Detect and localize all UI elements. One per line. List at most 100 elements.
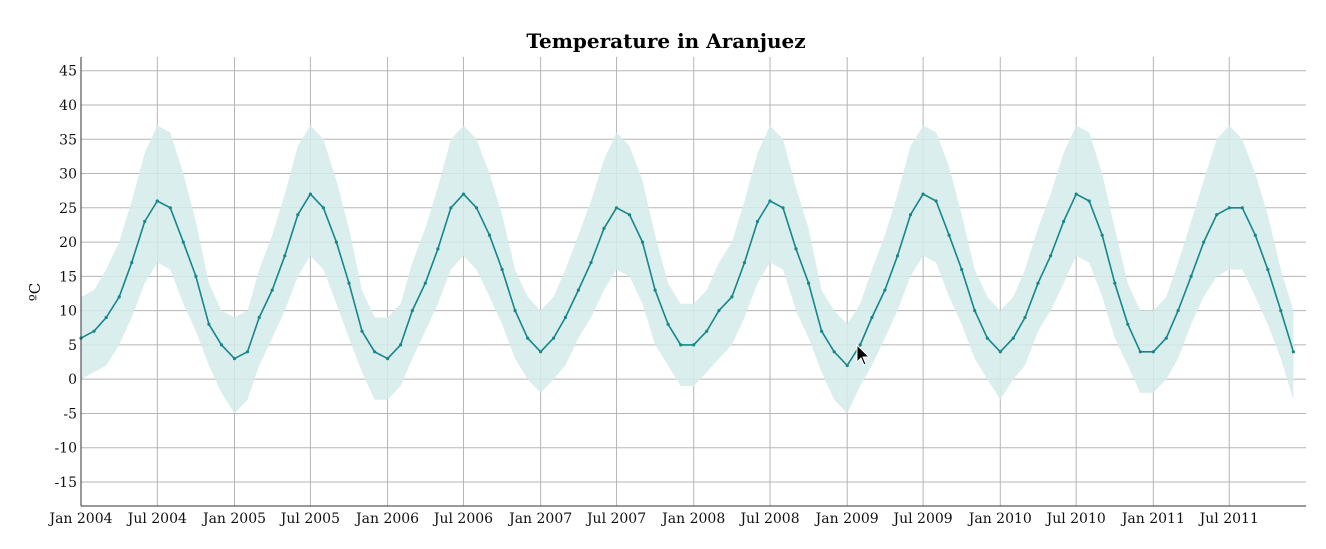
x-tick-label: Jul 2004 bbox=[126, 511, 187, 527]
mean-temperature-point bbox=[487, 233, 492, 237]
mean-temperature-point bbox=[895, 254, 900, 258]
mean-temperature-point bbox=[1202, 240, 1206, 244]
mean-temperature-point bbox=[1291, 350, 1295, 354]
mean-temperature-point bbox=[1176, 309, 1180, 313]
y-tick-label: 25 bbox=[59, 201, 77, 217]
mouse-cursor-icon bbox=[856, 343, 871, 366]
y-tick-label: -10 bbox=[54, 441, 77, 457]
mean-temperature-point bbox=[807, 281, 811, 285]
mean-temperature-point bbox=[168, 206, 172, 210]
x-tick-label: Jan 2005 bbox=[201, 511, 266, 527]
x-tick-label: Jan 2009 bbox=[814, 511, 879, 527]
x-tick-label: Jul 2007 bbox=[585, 511, 646, 527]
mean-temperature-point bbox=[768, 199, 772, 203]
mean-temperature-point bbox=[921, 192, 925, 196]
mean-temperature-point bbox=[1062, 219, 1066, 224]
mean-temperature-point bbox=[1151, 350, 1155, 354]
x-tick-label: Jan 2011 bbox=[1120, 511, 1185, 527]
mean-temperature-point bbox=[1074, 192, 1078, 196]
x-tick-label: Jan 2006 bbox=[354, 511, 419, 527]
mean-temperature-point bbox=[602, 226, 606, 230]
mean-temperature-point bbox=[883, 288, 887, 292]
mean-temperature-point bbox=[614, 206, 619, 210]
mean-temperature-point bbox=[104, 315, 108, 320]
mean-temperature-point bbox=[1113, 281, 1117, 285]
mean-temperature-point bbox=[1023, 315, 1027, 320]
mean-temperature-point bbox=[1215, 213, 1219, 217]
mean-temperature-point bbox=[1126, 322, 1130, 326]
mean-temperature-point bbox=[373, 350, 377, 354]
mean-temperature-point bbox=[653, 288, 657, 292]
mean-temperature-point bbox=[1164, 336, 1168, 340]
mean-temperature-point bbox=[947, 233, 951, 237]
mean-temperature-point bbox=[526, 336, 530, 340]
mean-temperature-point bbox=[908, 213, 913, 217]
mean-temperature-point bbox=[960, 267, 964, 272]
y-tick-label: 45 bbox=[59, 64, 77, 80]
mean-temperature-point bbox=[870, 315, 874, 320]
mean-temperature-point bbox=[461, 192, 466, 196]
mean-temperature-point bbox=[117, 295, 121, 299]
y-tick-label: 10 bbox=[59, 304, 77, 320]
mean-temperature-point bbox=[563, 315, 568, 320]
mean-temperature-point bbox=[334, 240, 338, 244]
x-tick-label: Jul 2005 bbox=[279, 511, 340, 527]
mean-temperature-point bbox=[742, 261, 747, 265]
mean-temperature-point bbox=[1240, 206, 1244, 210]
mean-temperature-point bbox=[998, 350, 1002, 354]
mean-temperature-point bbox=[436, 247, 440, 251]
mean-temperature-point bbox=[679, 343, 683, 347]
mean-temperature-point bbox=[820, 329, 824, 333]
mean-temperature-point bbox=[155, 199, 159, 203]
mean-temperature-point bbox=[1036, 281, 1040, 285]
y-tick-label: 40 bbox=[59, 98, 77, 114]
mean-temperature-point bbox=[539, 350, 543, 354]
mean-temperature-point bbox=[985, 336, 989, 340]
mean-temperature-point bbox=[1049, 254, 1053, 258]
mean-temperature-point bbox=[219, 343, 224, 347]
x-tick-label: Jan 2010 bbox=[967, 511, 1032, 527]
mean-temperature-point bbox=[705, 329, 709, 333]
mean-temperature-point bbox=[1266, 267, 1270, 272]
mean-temperature-point bbox=[207, 322, 211, 326]
mean-temperature-point bbox=[143, 219, 147, 224]
y-tick-labels: 45 40 35 30 25 20 15 10 5 0 -5 -10 -15 bbox=[54, 64, 77, 491]
mean-temperature-point bbox=[296, 213, 300, 217]
mean-temperature-point bbox=[1138, 350, 1142, 354]
mean-temperature-point bbox=[513, 309, 517, 313]
y-tick-label: 15 bbox=[59, 269, 77, 285]
mean-temperature-line bbox=[80, 193, 1295, 367]
mean-temperature-point bbox=[858, 343, 862, 347]
mean-temperature-point bbox=[92, 329, 96, 333]
mean-temperature-point bbox=[794, 247, 798, 251]
mean-temperature-point bbox=[181, 240, 185, 244]
mean-temperature-point bbox=[232, 357, 237, 361]
mean-temperature-point bbox=[130, 261, 134, 265]
mean-temperature-point bbox=[500, 267, 504, 272]
x-tick-label: Jul 2009 bbox=[892, 511, 953, 527]
y-tick-label: 5 bbox=[68, 338, 77, 354]
y-tick-label: 20 bbox=[59, 235, 77, 251]
mean-temperature-point bbox=[449, 206, 453, 210]
y-tick-label: -15 bbox=[54, 475, 77, 491]
x-tick-label: Jan 2008 bbox=[660, 511, 725, 527]
y-tick-label: 35 bbox=[59, 132, 77, 148]
mean-temperature-point bbox=[589, 261, 593, 265]
mean-temperature-point bbox=[730, 295, 734, 299]
y-axis-label: ºC bbox=[26, 283, 44, 302]
mean-temperature-point bbox=[692, 343, 696, 347]
mean-temperature-point bbox=[717, 309, 721, 313]
mean-temperature-series bbox=[79, 192, 1295, 368]
mean-temperature-point bbox=[474, 206, 479, 210]
mean-temperature-point bbox=[576, 288, 581, 292]
mean-temperature-point bbox=[1253, 233, 1257, 237]
x-tick-label: Jul 2010 bbox=[1045, 511, 1106, 527]
x-tick-label: Jul 2006 bbox=[432, 511, 493, 527]
mean-temperature-point bbox=[423, 281, 427, 285]
mean-temperature-point bbox=[283, 254, 287, 258]
chart-title: Temperature in Aranjuez bbox=[526, 29, 805, 53]
x-tick-label: Jan 2007 bbox=[507, 511, 572, 527]
mean-temperature-point bbox=[552, 336, 556, 340]
mean-temperature-point bbox=[386, 357, 390, 361]
mean-temperature-point bbox=[640, 240, 645, 244]
